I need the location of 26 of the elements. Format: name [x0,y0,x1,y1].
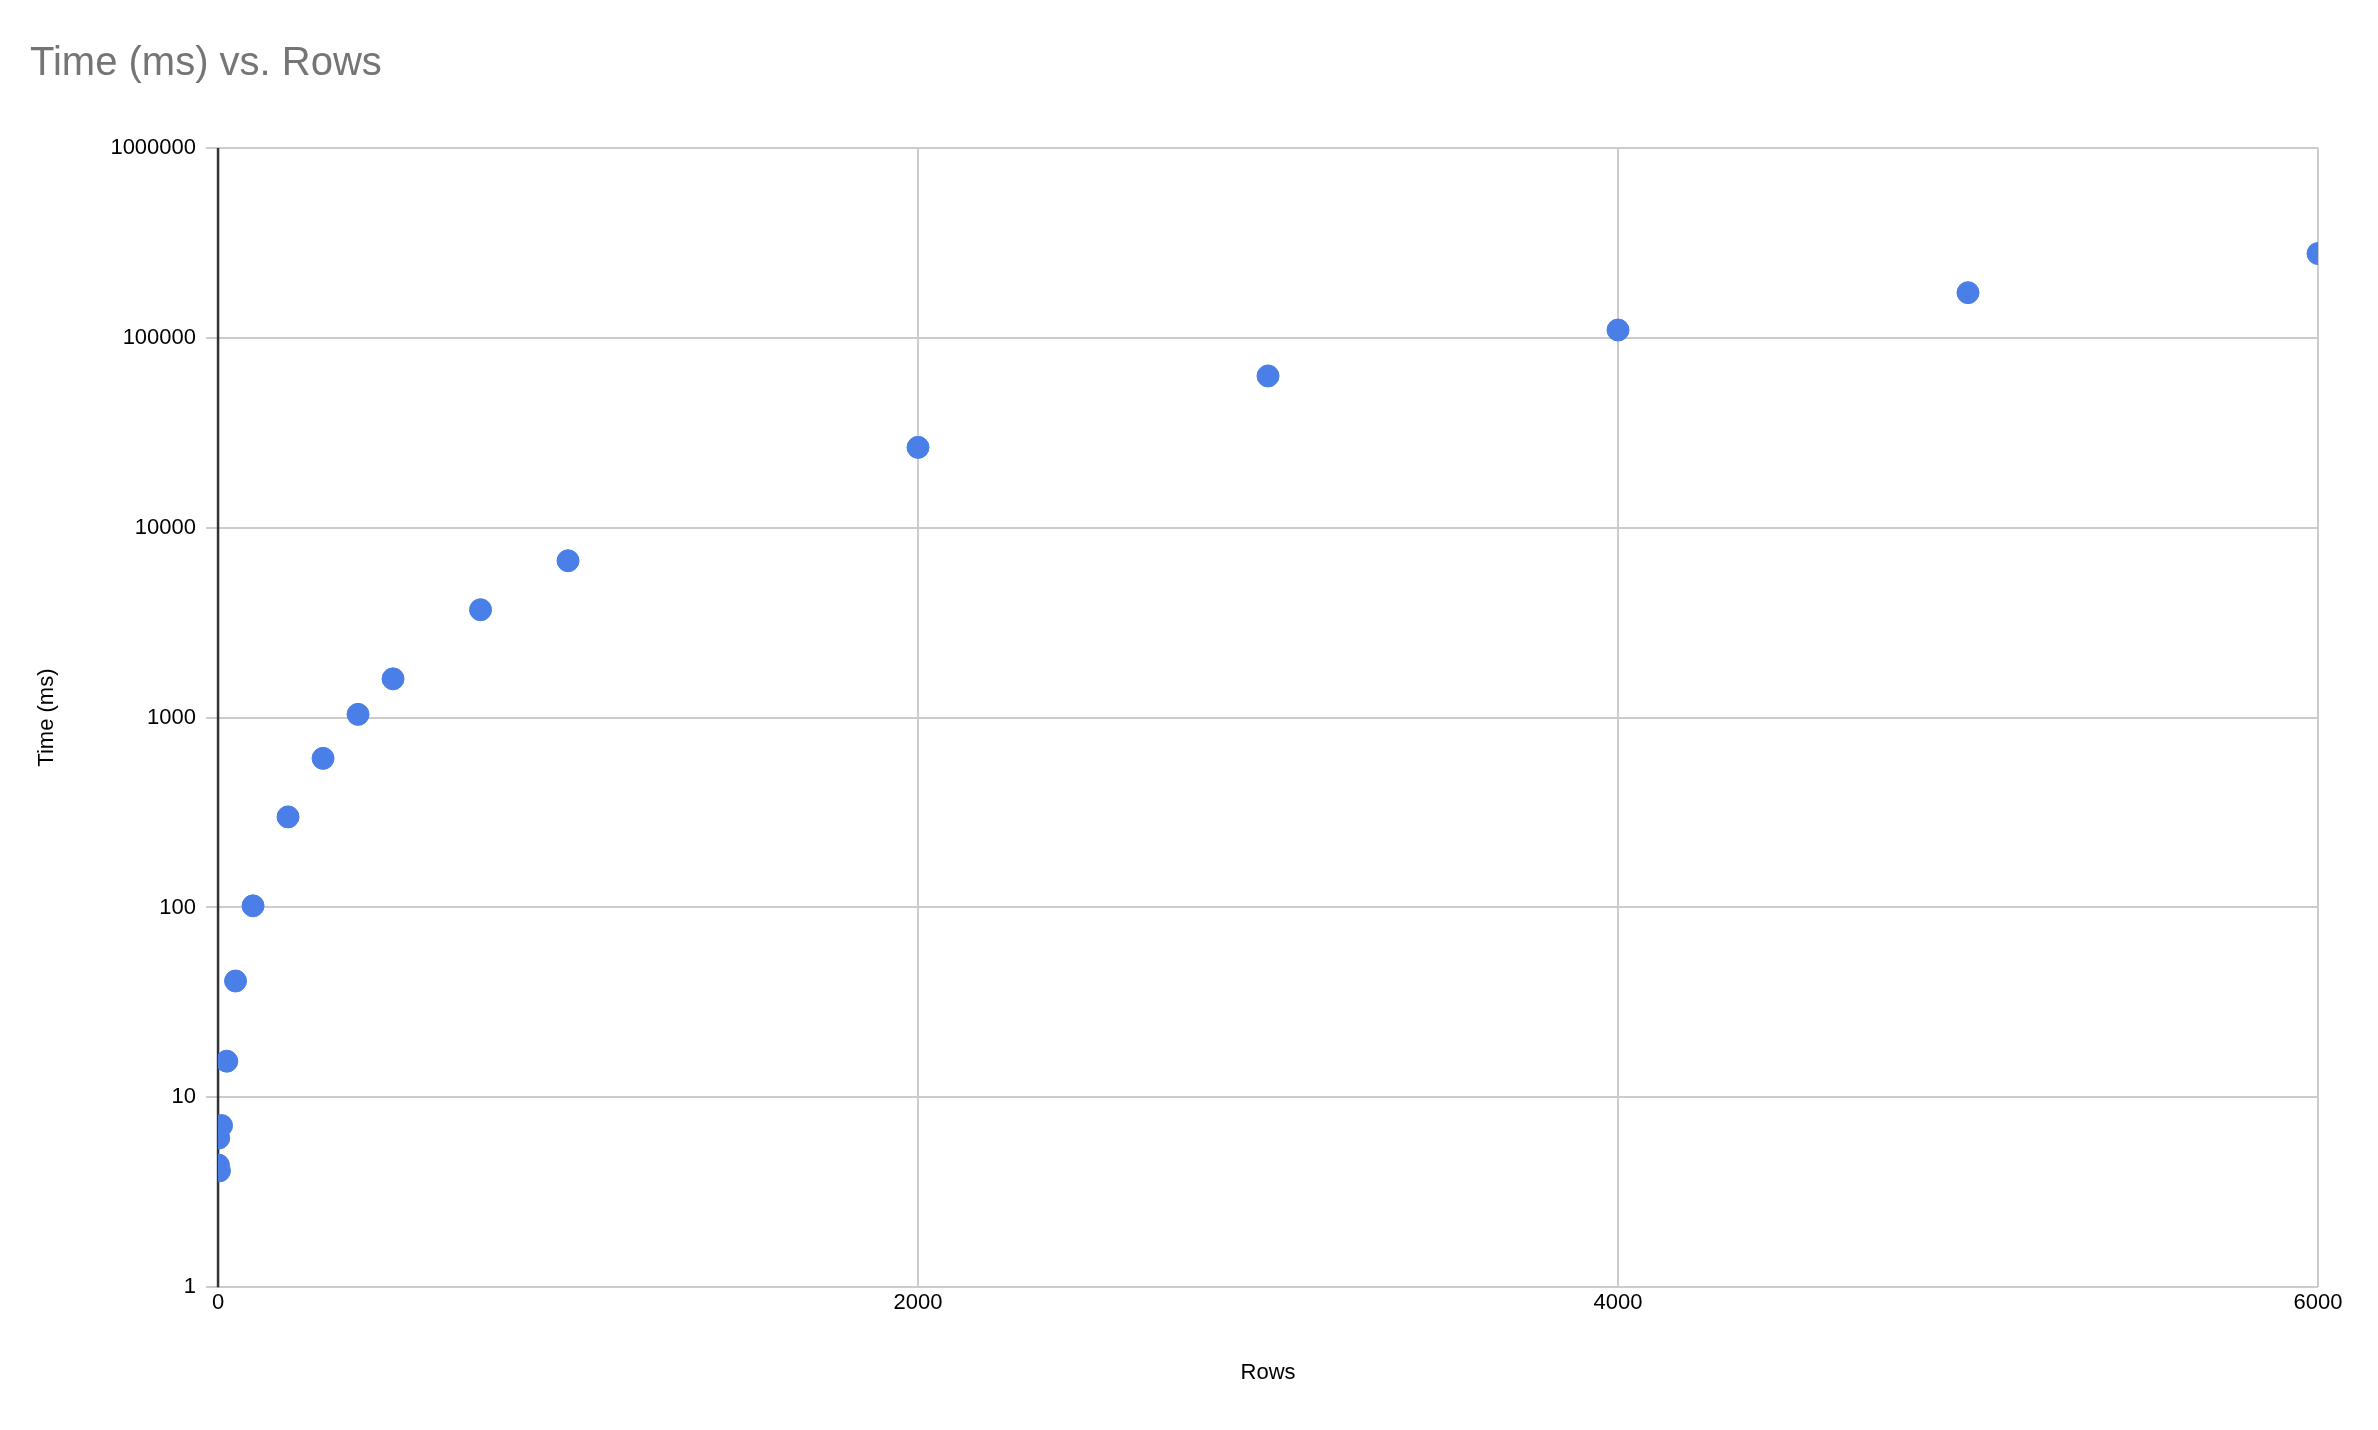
point [1256,364,1280,388]
y-tick-label: 100 [159,893,197,919]
y-tick-label: 1000 [147,703,197,729]
y-axis-title: Time (ms) [33,668,59,767]
point [346,702,370,726]
point [276,805,300,829]
y-tick-label: 1 [183,1273,197,1299]
point [311,746,335,770]
point [224,969,248,993]
y-tick-label: 10000 [134,513,197,539]
x-tick-label: 0 [211,1289,225,1315]
y-tick-label: 10 [171,1083,197,1109]
x-tick-label: 2000 [893,1289,943,1315]
point [241,894,265,918]
y-tick-label: 1000000 [110,134,197,160]
point [906,435,930,459]
point [1956,281,1980,305]
point [469,598,493,622]
point [556,549,580,573]
x-axis-title: Rows [1240,1358,1296,1384]
y-tick-label: 100000 [122,323,197,349]
chart-title: Time (ms) vs. Rows [30,39,382,84]
x-tick-label: 4000 [1593,1289,1643,1315]
x-tick-label: 6000 [2293,1289,2343,1315]
point [1606,318,1630,342]
point [381,667,405,691]
